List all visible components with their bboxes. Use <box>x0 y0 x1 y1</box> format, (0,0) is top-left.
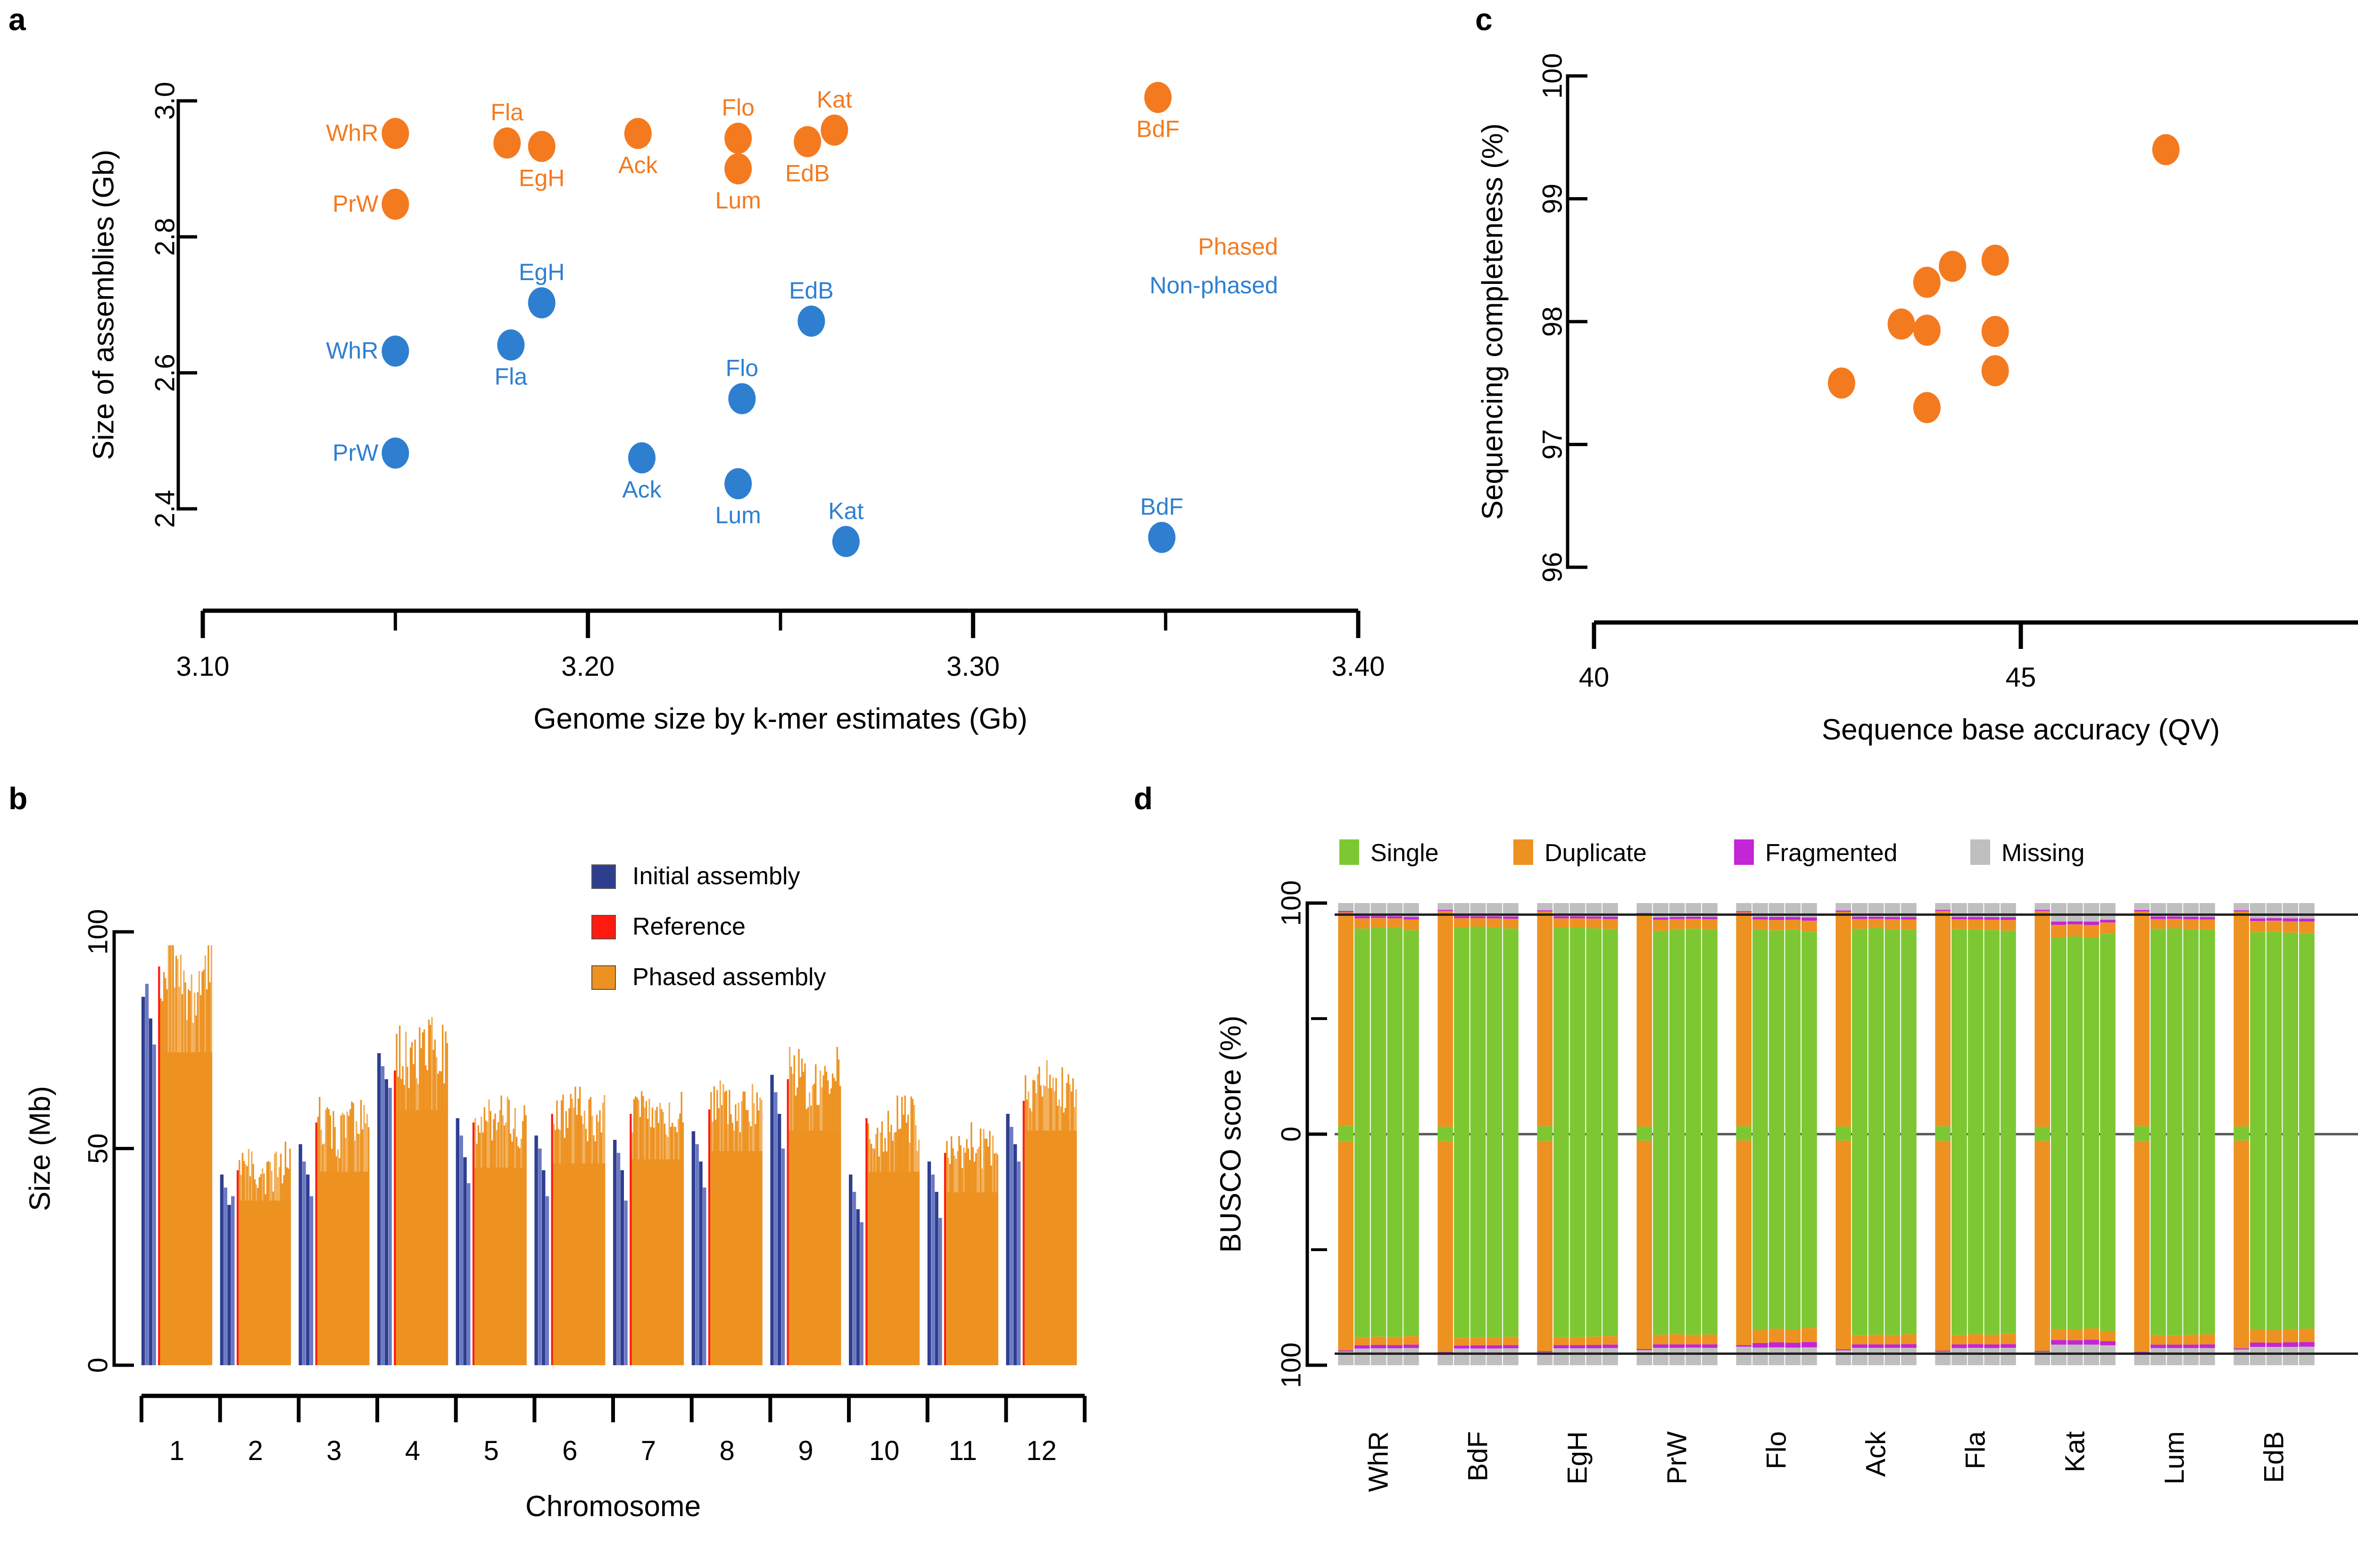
svg-text:5: 5 <box>484 1435 499 1466</box>
svg-text:100: 100 <box>1276 1343 1307 1388</box>
panel-c-scatter: 96 97 98 99 100 Sequencing completeness (%) 40… <box>1462 0 2358 755</box>
svg-text:Kat: Kat <box>2060 1431 2091 1472</box>
panel-label-d: d <box>1134 781 1153 816</box>
svg-text:Initial assembly: Initial assembly <box>632 863 800 890</box>
panel-label-c: c <box>1475 2 1493 37</box>
svg-text:9: 9 <box>798 1435 813 1466</box>
svg-text:98: 98 <box>1537 307 1568 337</box>
svg-text:Size of assemblies (Gb): Size of assemblies (Gb) <box>88 149 120 460</box>
svg-text:Kat: Kat <box>828 498 863 524</box>
svg-text:3.40: 3.40 <box>1332 651 1385 682</box>
panel-a-scatter: 2.4 2.6 2.8 3.0 Size of assemblies (Gb) 3.10 3… <box>0 0 1462 755</box>
panel-label-a: a <box>8 2 26 37</box>
svg-text:3.30: 3.30 <box>947 651 1000 682</box>
svg-text:Fragmented: Fragmented <box>1765 839 1897 867</box>
svg-text:Genome size by k-mer estimates: Genome size by k-mer estimates (Gb) <box>533 703 1027 735</box>
svg-text:100: 100 <box>83 909 114 955</box>
svg-text:Flo: Flo <box>1761 1431 1792 1469</box>
svg-text:2.8: 2.8 <box>150 218 181 256</box>
svg-text:10: 10 <box>869 1435 900 1466</box>
svg-text:99: 99 <box>1537 183 1568 214</box>
svg-text:Fla: Fla <box>495 364 528 390</box>
svg-text:Lum: Lum <box>2159 1431 2190 1485</box>
svg-text:EgH: EgH <box>519 165 565 191</box>
svg-text:Duplicate: Duplicate <box>1544 839 1647 867</box>
svg-text:BUSCO score (%): BUSCO score (%) <box>1215 1016 1247 1253</box>
svg-text:WhR: WhR <box>326 338 378 364</box>
svg-text:2: 2 <box>248 1435 263 1466</box>
svg-text:PrW: PrW <box>332 440 379 466</box>
svg-text:Ack: Ack <box>1861 1431 1892 1477</box>
svg-text:12: 12 <box>1026 1435 1057 1466</box>
svg-text:0: 0 <box>1276 1127 1307 1142</box>
svg-text:8: 8 <box>720 1435 735 1466</box>
svg-text:BdF: BdF <box>1136 116 1179 142</box>
svg-text:WhR: WhR <box>1363 1431 1394 1492</box>
svg-text:2.4: 2.4 <box>150 490 181 528</box>
svg-text:100: 100 <box>1276 880 1307 926</box>
svg-text:EdB: EdB <box>789 277 834 304</box>
svg-text:WhR: WhR <box>326 120 378 146</box>
svg-text:EdB: EdB <box>2259 1431 2290 1483</box>
svg-text:1: 1 <box>169 1435 184 1466</box>
svg-text:Ack: Ack <box>618 152 658 178</box>
svg-text:EgH: EgH <box>1562 1431 1593 1485</box>
svg-text:Kat: Kat <box>817 86 852 113</box>
svg-text:0: 0 <box>83 1358 114 1373</box>
svg-text:BdF: BdF <box>1463 1431 1494 1481</box>
svg-text:Flo: Flo <box>726 355 758 381</box>
svg-text:97: 97 <box>1537 429 1568 460</box>
svg-text:Lum: Lum <box>715 187 761 214</box>
svg-text:Missing: Missing <box>2001 839 2084 867</box>
svg-text:11: 11 <box>949 1435 977 1466</box>
svg-text:Size (Mb): Size (Mb) <box>24 1086 57 1211</box>
svg-text:Flo: Flo <box>722 94 754 121</box>
svg-text:Sequencing completeness (%): Sequencing completeness (%) <box>1477 124 1509 520</box>
svg-text:45: 45 <box>2006 662 2036 693</box>
svg-text:40: 40 <box>1579 662 1610 693</box>
panel-d-busco-chart: 100 0 100 BUSCO score (%) WhR BdF EgH PrW Flo Ack… <box>1132 755 2358 1568</box>
svg-text:Fla: Fla <box>1960 1431 1991 1469</box>
svg-text:3: 3 <box>326 1435 341 1466</box>
svg-text:6: 6 <box>562 1435 577 1466</box>
svg-text:EdB: EdB <box>785 160 830 186</box>
svg-text:3.20: 3.20 <box>561 651 614 682</box>
svg-text:4: 4 <box>405 1435 420 1466</box>
svg-text:3.10: 3.10 <box>176 651 230 682</box>
svg-text:EgH: EgH <box>519 259 565 285</box>
svg-text:100: 100 <box>1537 53 1568 99</box>
svg-text:Non-phased: Non-phased <box>1150 272 1278 299</box>
svg-text:96: 96 <box>1537 552 1568 583</box>
svg-text:BdF: BdF <box>1140 494 1184 520</box>
svg-text:Fla: Fla <box>490 99 523 125</box>
svg-text:2.6: 2.6 <box>150 354 181 392</box>
svg-text:Reference: Reference <box>632 913 746 940</box>
panel-b-barchart: 0 50 100 Size (Mb) 1 2 3 4 5 6 7 8 9 10 11 12 Chromosome… <box>0 755 1132 1568</box>
svg-text:50: 50 <box>83 1133 114 1164</box>
svg-text:Sequence base accuracy (QV): Sequence base accuracy (QV) <box>1822 713 2220 746</box>
svg-text:3.0: 3.0 <box>150 82 181 120</box>
panel-label-b: b <box>8 781 28 816</box>
svg-text:PrW: PrW <box>1662 1431 1693 1485</box>
svg-text:7: 7 <box>641 1435 656 1466</box>
svg-text:Lum: Lum <box>715 502 761 529</box>
svg-text:Single: Single <box>1370 839 1439 867</box>
svg-text:Chromosome: Chromosome <box>525 1490 701 1523</box>
svg-text:Ack: Ack <box>622 476 662 503</box>
svg-text:Phased assembly: Phased assembly <box>632 963 826 991</box>
svg-text:Phased: Phased <box>1198 233 1278 260</box>
svg-text:PrW: PrW <box>332 191 379 217</box>
